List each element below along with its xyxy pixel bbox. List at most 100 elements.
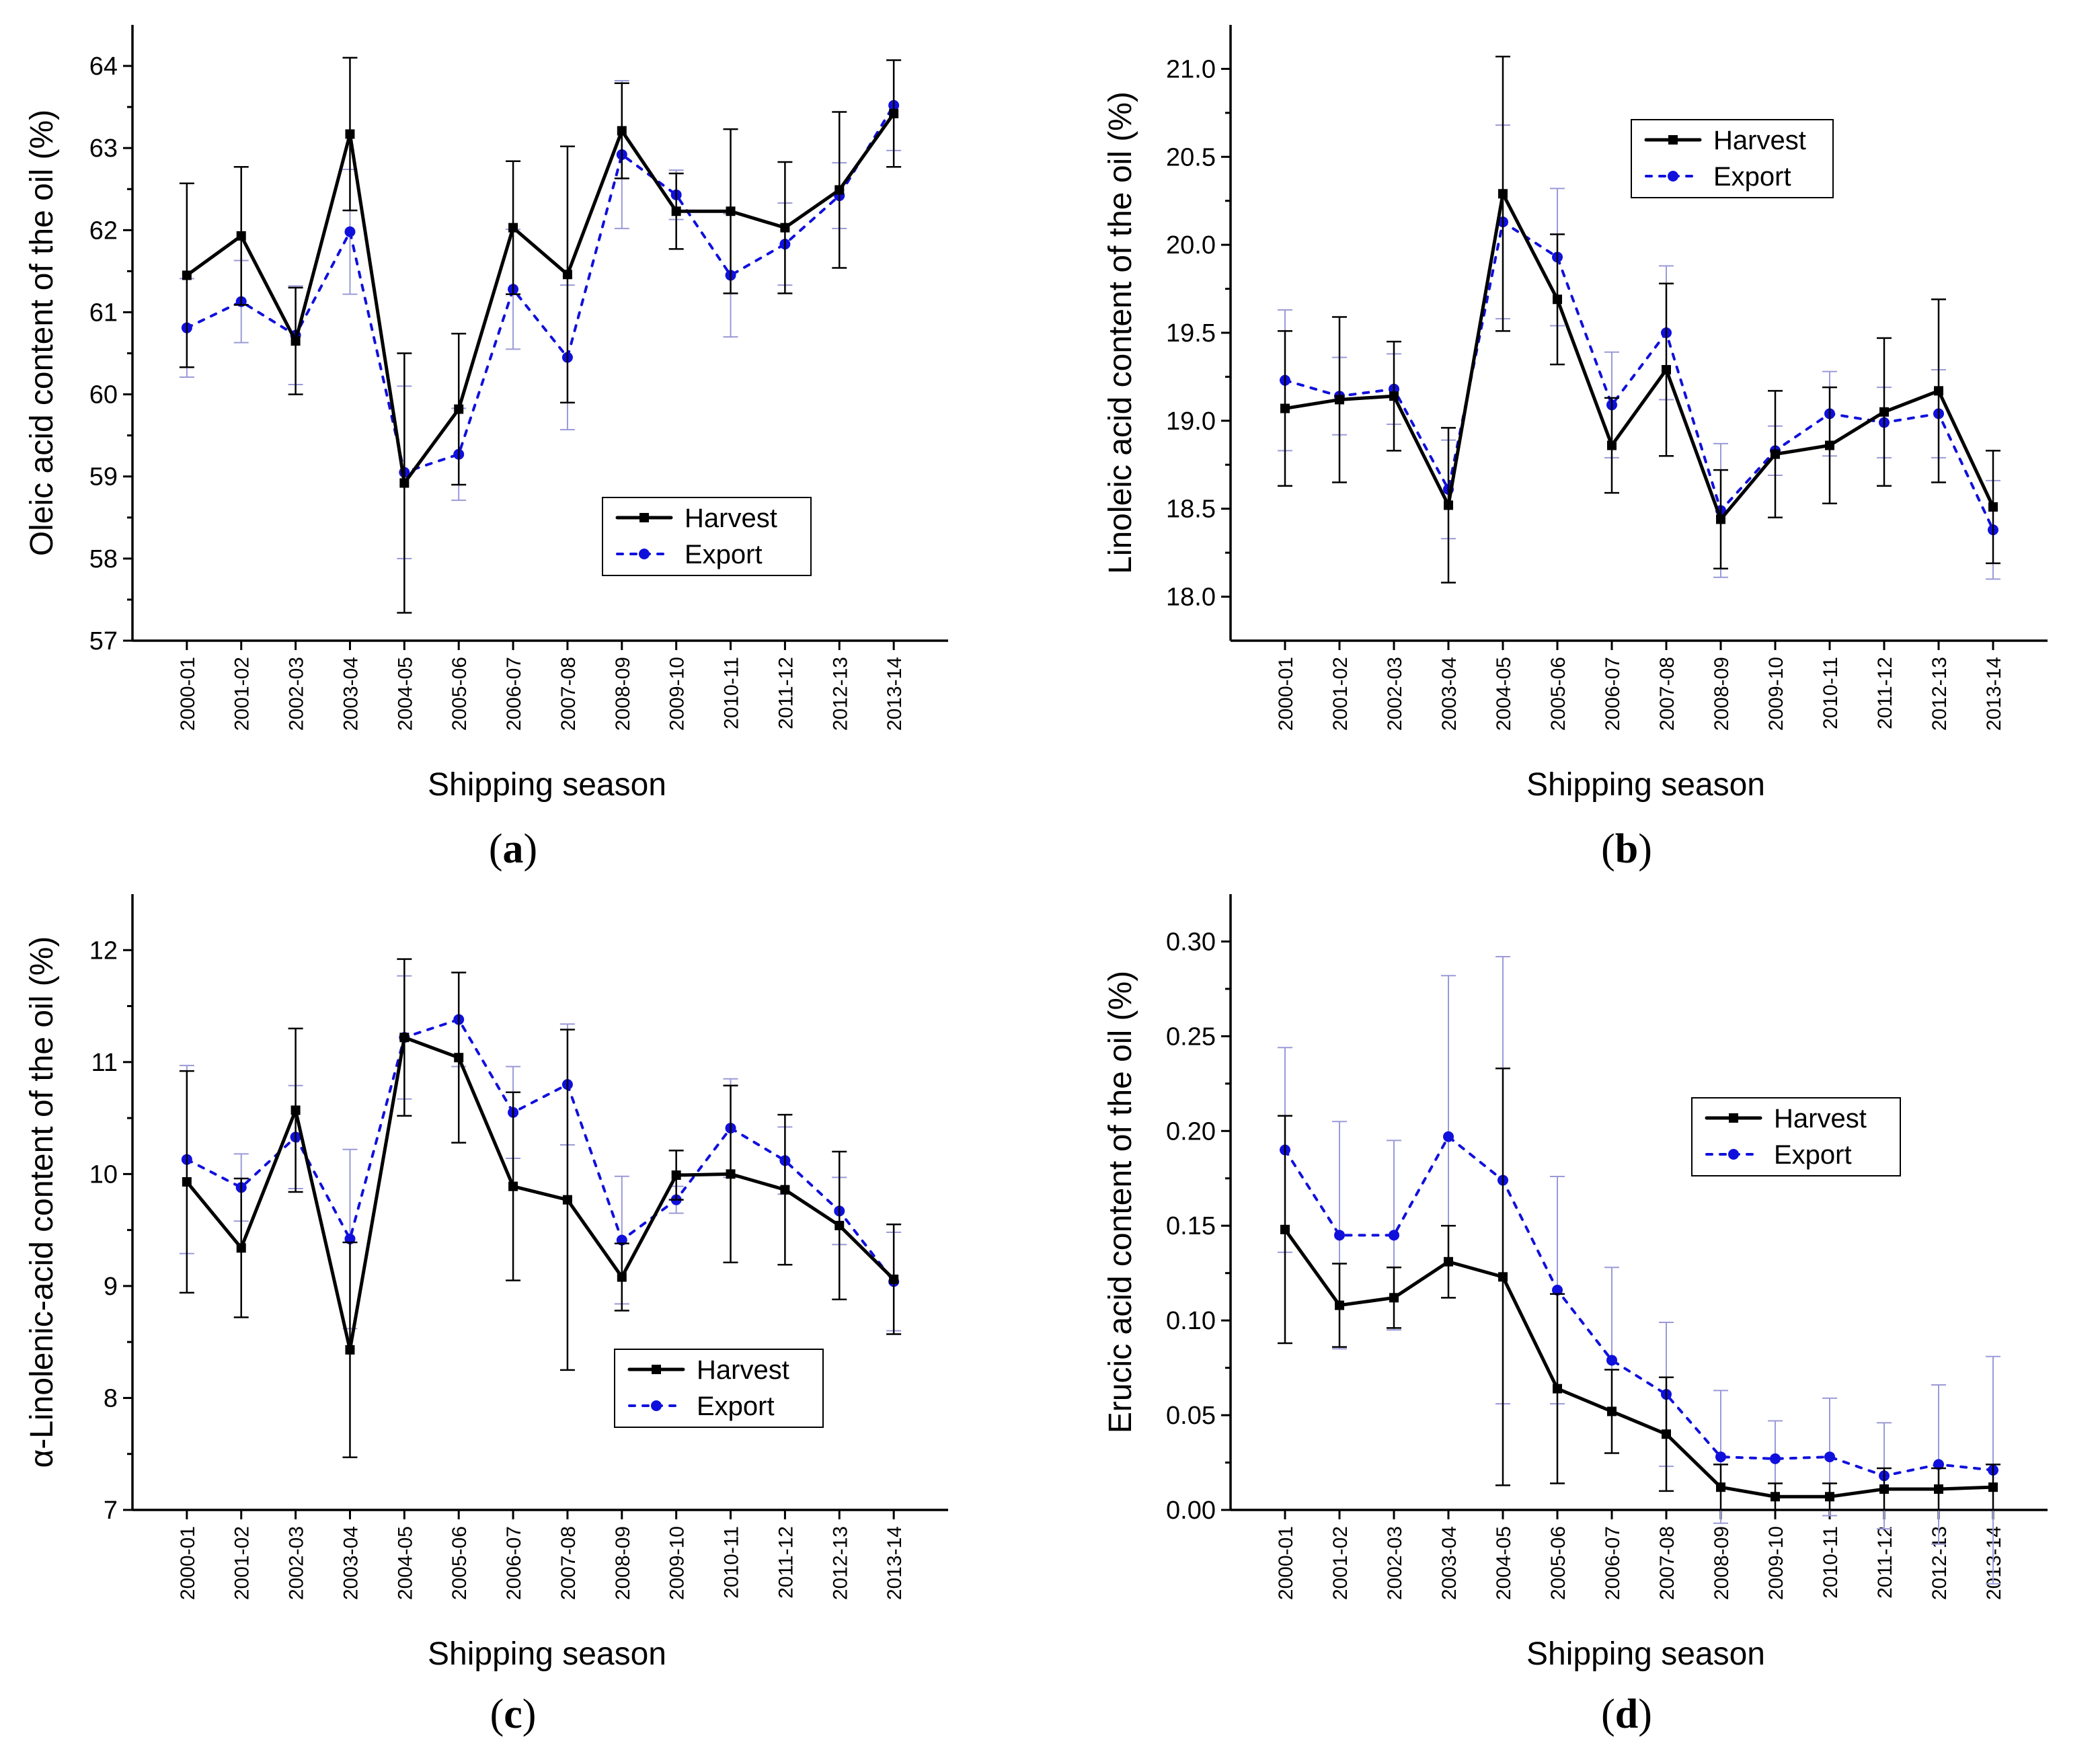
data-point xyxy=(1498,1272,1508,1282)
y-tick-label: 61 xyxy=(89,298,118,327)
panel-label-close: ) xyxy=(522,1691,537,1737)
y-tick-label: 58 xyxy=(89,545,118,573)
x-tick-label: 2005-06 xyxy=(1547,657,1569,731)
x-tick-label: 2000-01 xyxy=(1275,657,1297,731)
chart-panel-a: 57 58 59 60 61 62 63 64 2000-01 2001-02 2002-03 200… xyxy=(24,25,948,872)
data-point xyxy=(1771,449,1780,459)
data-point xyxy=(345,129,355,139)
x-tick-label: 2012-13 xyxy=(829,1526,851,1600)
data-point xyxy=(1498,189,1508,199)
x-tick-label: 2005-06 xyxy=(1547,1526,1569,1600)
series-line xyxy=(185,104,896,475)
x-tick-label: 2009-10 xyxy=(1765,1526,1787,1600)
series-harvest xyxy=(1278,55,2000,584)
panel-label-letter: b xyxy=(1615,826,1638,872)
y-tick-label: 0.30 xyxy=(1166,928,1216,956)
data-point xyxy=(1715,1451,1726,1463)
y-tick-label: 21.0 xyxy=(1166,55,1216,83)
legend: Harvest Export xyxy=(614,1349,824,1428)
x-tick-label: 2009-10 xyxy=(666,1526,689,1600)
legend-box xyxy=(614,1349,824,1428)
x-tick-label: 2007-08 xyxy=(1656,657,1678,731)
x-tick-label: 2001-02 xyxy=(1329,1526,1352,1600)
data-point xyxy=(345,1345,355,1355)
x-tick-label: 2009-10 xyxy=(1765,657,1787,731)
data-point xyxy=(780,223,790,233)
y-tick-label: 19.0 xyxy=(1166,407,1216,436)
x-tick-label: 2008-09 xyxy=(1711,1526,1733,1600)
legend-marker xyxy=(1728,1149,1739,1160)
y-tick-label: 10 xyxy=(89,1160,118,1189)
x-tick-label: 2004-05 xyxy=(1493,657,1515,731)
data-point xyxy=(1662,1429,1671,1439)
y-tick-label: 0.05 xyxy=(1166,1402,1216,1430)
panel-label-open: ( xyxy=(1601,826,1615,872)
y-tick-label: 0.25 xyxy=(1166,1023,1216,1051)
x-tick-label: 2000-01 xyxy=(177,657,199,731)
x-tick-label: 2007-08 xyxy=(1656,1526,1678,1600)
series-line xyxy=(1284,1134,1994,1478)
panel-label-letter: a xyxy=(503,826,524,872)
data-point xyxy=(617,126,627,136)
data-point xyxy=(1553,1384,1562,1394)
data-point xyxy=(1934,386,1943,396)
data-point xyxy=(1389,1230,1399,1241)
data-point xyxy=(1552,1285,1563,1296)
legend-box xyxy=(1691,1097,1901,1176)
legend-label-export: Export xyxy=(697,1392,775,1421)
x-tick-label: 2000-01 xyxy=(1275,1526,1297,1600)
data-point xyxy=(1389,1293,1399,1303)
x-tick-label: 2000-01 xyxy=(177,1526,199,1600)
x-tick-label: 2010-11 xyxy=(721,657,743,729)
panel-label-close: ) xyxy=(1638,826,1652,872)
y-tick-label: 20.5 xyxy=(1166,143,1216,171)
legend-label-export: Export xyxy=(685,540,763,569)
series-line xyxy=(1283,1228,1995,1499)
data-point xyxy=(889,108,899,118)
x-tick-label: 2011-12 xyxy=(775,657,797,729)
x-tick-label: 2007-08 xyxy=(557,1526,580,1600)
x-tick-label: 2004-05 xyxy=(394,657,416,731)
x-tick-label: 2002-03 xyxy=(1384,1526,1406,1600)
data-point xyxy=(1716,514,1725,524)
legend-marker xyxy=(651,1400,662,1411)
data-point xyxy=(1607,440,1617,450)
y-tick-label: 9 xyxy=(104,1273,118,1301)
panel-label: (c) xyxy=(490,1691,537,1737)
x-tick-label: 2003-04 xyxy=(1438,657,1461,731)
data-point xyxy=(399,478,410,488)
panel-label: (a) xyxy=(489,826,537,872)
legend-marker xyxy=(1729,1113,1738,1123)
legend: Harvest Export xyxy=(602,497,812,576)
data-point xyxy=(508,1181,518,1191)
x-tick-label: 2010-11 xyxy=(721,1526,743,1599)
y-tick-label: 19.5 xyxy=(1166,319,1216,348)
x-axis-title: Shipping season xyxy=(428,1636,666,1672)
data-point xyxy=(1280,403,1290,413)
x-tick-label: 2003-04 xyxy=(340,1526,362,1600)
x-tick-label: 2008-09 xyxy=(1711,657,1733,731)
data-point xyxy=(889,1274,899,1284)
y-axis-title: Erucic acid content of the oil (%) xyxy=(1103,971,1138,1433)
legend-label-harvest: Harvest xyxy=(1774,1104,1867,1133)
data-point xyxy=(1335,1300,1344,1310)
x-tick-label: 2001-02 xyxy=(231,657,254,731)
data-point xyxy=(1770,1453,1781,1464)
x-tick-label: 2013-14 xyxy=(884,657,906,731)
legend-box xyxy=(1631,119,1834,198)
legend: Harvest Export xyxy=(1631,119,1834,198)
x-tick-label: 2006-07 xyxy=(1602,1526,1624,1600)
data-point xyxy=(1716,1482,1725,1492)
y-tick-label: 64 xyxy=(89,52,118,81)
data-point xyxy=(1280,1224,1290,1234)
y-axis-title: Oleic acid content of the oil (%) xyxy=(24,110,60,556)
data-point xyxy=(1662,364,1671,374)
legend-marker xyxy=(639,513,649,522)
legend-marker xyxy=(652,1365,661,1374)
data-point xyxy=(726,1169,736,1179)
y-tick-label: 18.0 xyxy=(1166,584,1216,612)
x-tick-label: 2012-13 xyxy=(1929,1526,1951,1600)
data-point xyxy=(508,223,518,233)
data-point xyxy=(1444,1256,1453,1267)
x-tick-label: 2009-10 xyxy=(666,657,689,731)
